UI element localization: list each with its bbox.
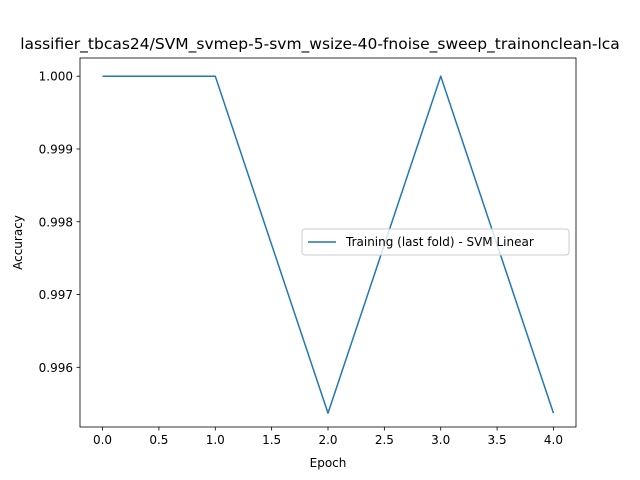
legend-entry-label: Training (last fold) - SVM Linear xyxy=(345,235,534,249)
x-axis-ticks: 0.0 0.5 1.0 1.5 2.0 2.5 3.0 3.5 4.0 xyxy=(93,427,563,447)
y-tick-label: 0.997 xyxy=(39,288,73,302)
x-tick-label: 1.0 xyxy=(206,433,225,447)
x-axis-label: Epoch xyxy=(310,456,347,470)
x-tick-label: 2.5 xyxy=(375,433,394,447)
x-tick-label: 0.0 xyxy=(93,433,112,447)
x-tick-label: 0.5 xyxy=(149,433,168,447)
y-tick-label: 0.999 xyxy=(39,142,73,156)
y-tick-label: 0.998 xyxy=(39,215,73,229)
y-axis-label: Accuracy xyxy=(11,215,25,270)
legend-box xyxy=(301,228,570,256)
x-tick-label: 1.5 xyxy=(262,433,281,447)
series-line-0 xyxy=(102,75,555,414)
legend: Training (last fold) - SVM Linear xyxy=(301,228,570,256)
y-tick-label: 0.996 xyxy=(39,361,73,375)
y-tick-label: 1.000 xyxy=(39,70,73,84)
x-tick-label: 3.0 xyxy=(431,433,450,447)
x-tick-label: 3.5 xyxy=(488,433,507,447)
x-tick-label: 4.0 xyxy=(544,433,563,447)
chart-title: lassifier_tbcas24/SVM_svmep-5-svm_wsize-… xyxy=(20,35,620,54)
y-axis-ticks: 0.996 0.997 0.998 0.999 1.000 xyxy=(39,70,80,375)
series-layer xyxy=(102,75,555,414)
x-tick-label: 2.0 xyxy=(318,433,337,447)
